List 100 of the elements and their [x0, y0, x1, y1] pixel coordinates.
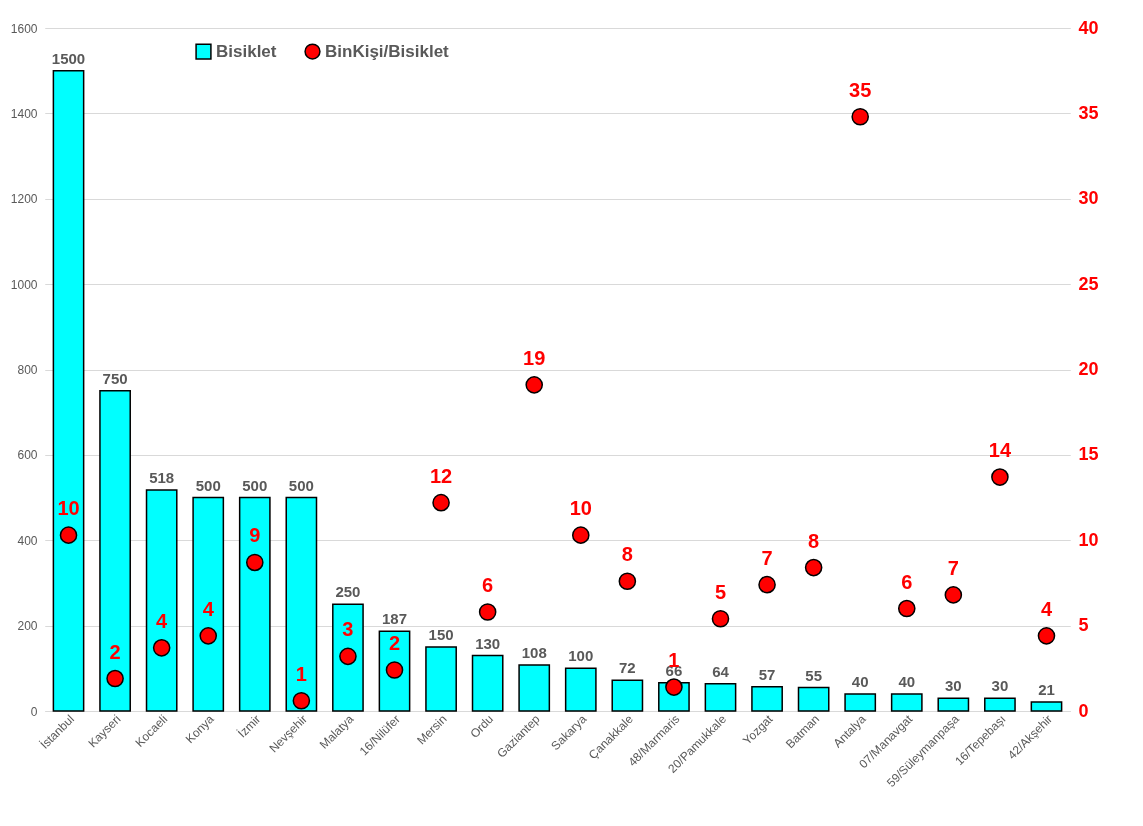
point	[152, 639, 171, 657]
y-tick-label: 600	[17, 448, 38, 463]
data-label: 518	[149, 468, 175, 486]
point	[432, 493, 450, 512]
legend-label: Bisiklet	[216, 41, 277, 61]
data-label: 2	[388, 632, 401, 655]
data-label: 250	[335, 583, 361, 601]
y2-tick-label: 15	[1078, 444, 1099, 465]
point	[851, 107, 870, 126]
data-label: 10	[57, 497, 80, 520]
data-label: 100	[568, 647, 594, 665]
data-label: 500	[242, 476, 268, 494]
point	[245, 553, 264, 572]
data-label: 21	[1038, 681, 1055, 699]
bar	[425, 646, 457, 712]
data-label: 5	[714, 580, 727, 603]
point	[991, 468, 1009, 486]
point	[339, 647, 357, 666]
bar	[704, 682, 737, 712]
point	[292, 691, 311, 710]
data-label: 187	[381, 610, 408, 628]
bar	[99, 390, 131, 712]
data-label: 30	[991, 677, 1009, 695]
point	[758, 575, 776, 594]
y2-tick-label: 20	[1078, 359, 1099, 379]
data-label: 10	[569, 497, 592, 520]
data-label: 108	[521, 643, 547, 661]
data-label: 57	[758, 665, 776, 683]
bar	[844, 693, 877, 712]
bar	[145, 489, 178, 712]
data-label: 4	[202, 597, 215, 620]
data-label: 7	[761, 546, 773, 569]
y2-tick-label: 25	[1078, 273, 1099, 294]
data-label: 40	[851, 672, 869, 690]
legend-label: BinKişi/Bisiklet	[325, 41, 450, 61]
point	[897, 599, 916, 618]
data-label: 40	[898, 672, 916, 690]
bar	[285, 496, 318, 712]
data-label: 4	[156, 609, 169, 632]
data-label: 72	[619, 659, 636, 677]
data-label: 130	[475, 634, 501, 652]
y-tick-label: 1200	[10, 192, 38, 207]
y2-tick-label: 30	[1078, 188, 1099, 209]
data-label: 8	[621, 543, 633, 566]
bar	[937, 697, 970, 712]
data-label: 9	[249, 524, 261, 547]
point	[385, 661, 404, 679]
data-label: 500	[195, 476, 221, 494]
bar	[238, 496, 271, 712]
data-label: 500	[288, 476, 314, 494]
point	[478, 603, 497, 621]
point	[665, 678, 683, 696]
bar	[471, 654, 504, 712]
bar	[52, 69, 85, 712]
data-label: 750	[102, 369, 128, 387]
bar	[518, 664, 551, 712]
bar	[564, 667, 597, 712]
y-tick-label: 0	[30, 704, 38, 719]
y-tick-label: 200	[17, 619, 38, 634]
bar	[192, 496, 225, 712]
y2-tick-label: 5	[1078, 615, 1089, 636]
data-label: 7	[947, 556, 959, 579]
point	[618, 572, 637, 591]
data-label: 64	[712, 662, 730, 680]
bar	[332, 603, 364, 712]
data-label: 4	[1040, 597, 1053, 620]
point	[525, 376, 544, 394]
point	[944, 586, 963, 604]
point	[711, 610, 730, 628]
bar	[751, 685, 783, 712]
data-label: 35	[849, 78, 872, 101]
bar	[890, 693, 923, 712]
point	[106, 669, 124, 688]
bar	[1030, 701, 1063, 712]
data-label: 1500	[51, 49, 86, 67]
data-label: 6	[901, 570, 913, 593]
data-label: 3	[342, 618, 354, 641]
y2-tick-label: 35	[1078, 102, 1099, 123]
point	[804, 558, 823, 577]
data-label: 30	[945, 677, 962, 695]
data-label: 14	[988, 439, 1012, 462]
y-tick-label: 1600	[10, 21, 38, 36]
data-label: 8	[808, 529, 820, 552]
data-label: 2	[109, 640, 121, 663]
y2-tick-label: 40	[1078, 17, 1099, 38]
data-label: 12	[429, 464, 453, 487]
y-tick-label: 400	[17, 533, 38, 548]
y-tick-label: 1000	[10, 277, 38, 292]
data-label: 1	[295, 662, 307, 685]
bar	[797, 686, 830, 712]
y2-tick-label: 0	[1078, 700, 1089, 721]
data-label: 19	[523, 346, 546, 369]
data-label: 6	[482, 573, 494, 596]
y-tick-label: 800	[17, 363, 38, 377]
bar	[611, 679, 644, 712]
point	[571, 526, 590, 544]
point	[59, 526, 78, 544]
bar	[984, 697, 1016, 712]
point	[199, 627, 218, 645]
data-label: 150	[428, 625, 454, 643]
